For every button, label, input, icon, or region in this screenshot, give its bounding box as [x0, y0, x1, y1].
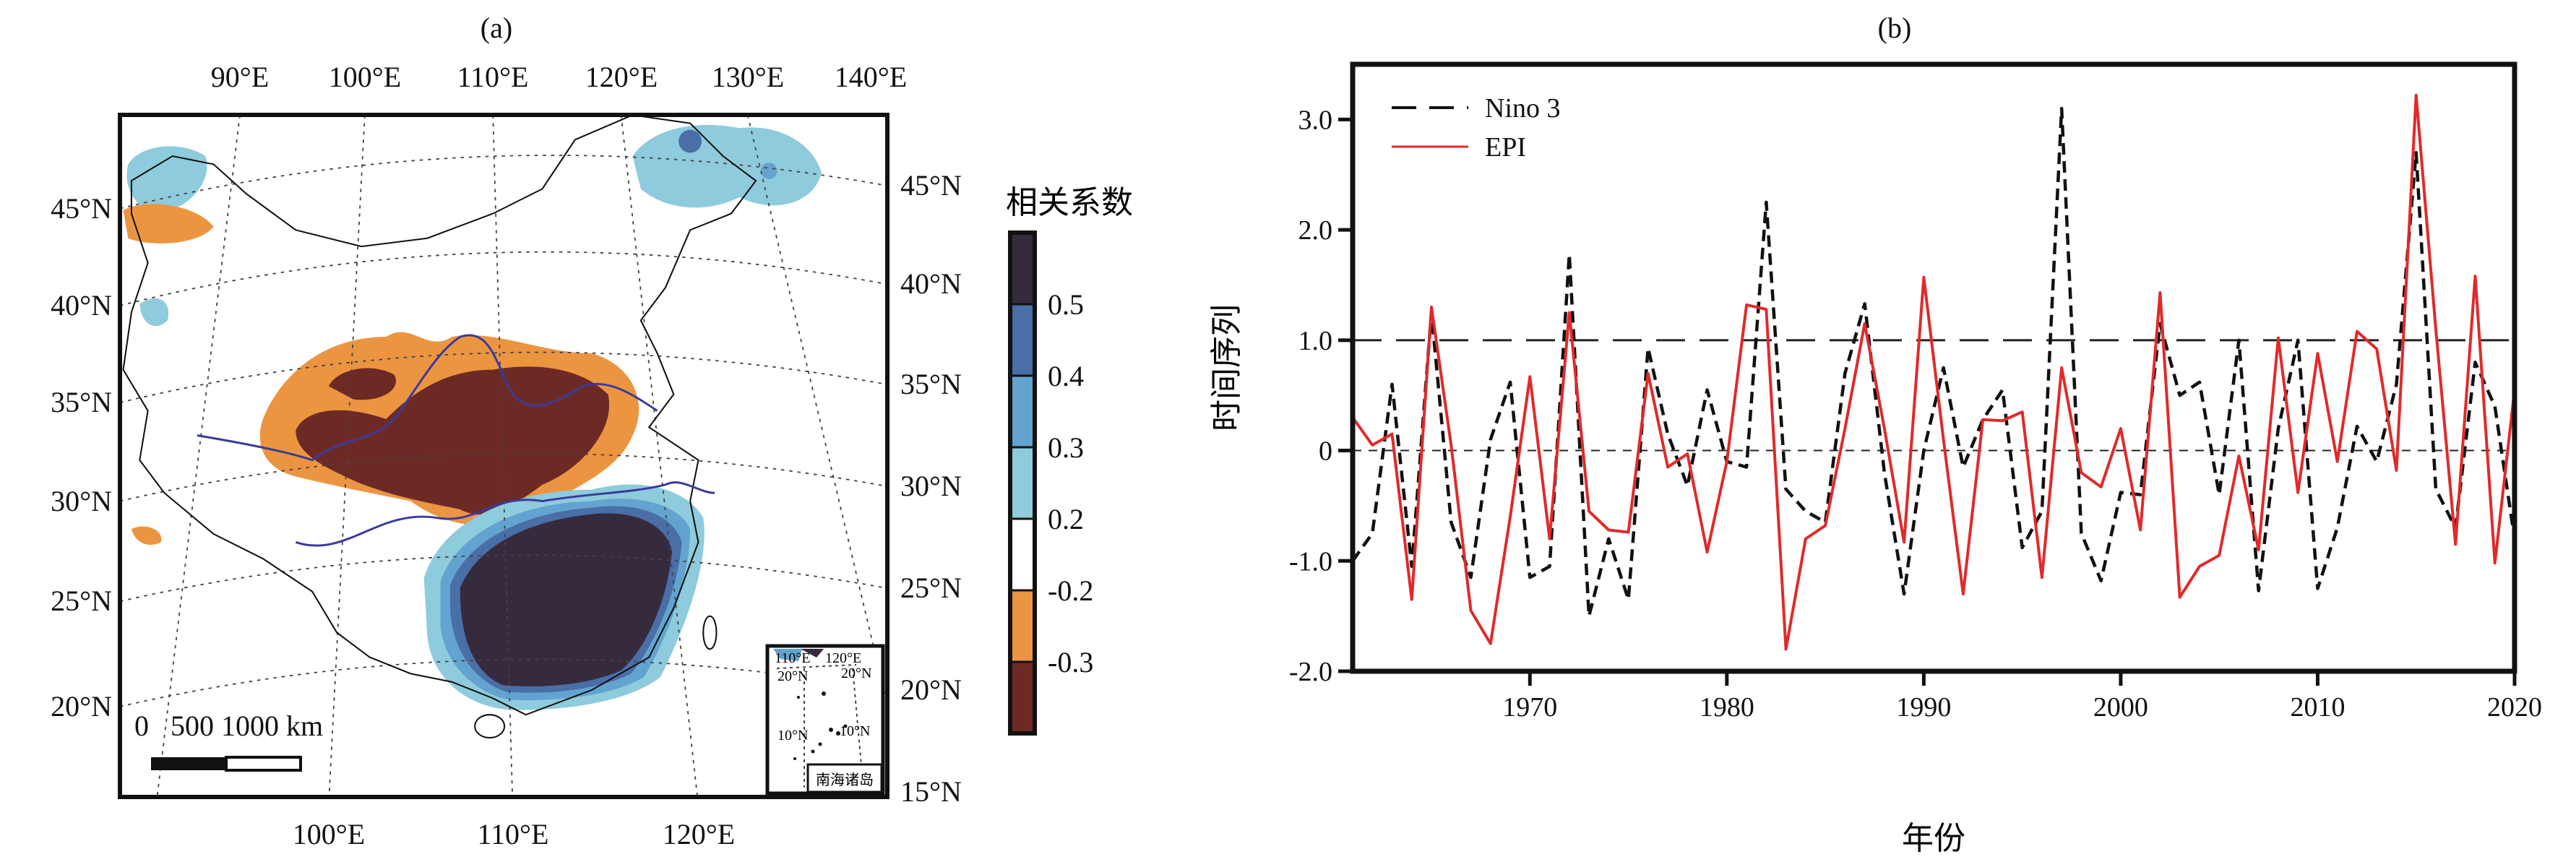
series-line-epi	[1351, 93, 2516, 651]
positive-spot-northeast	[679, 129, 702, 153]
colorbar-tick-label: 0.5	[1048, 288, 1084, 321]
lon-label: 100°E	[293, 818, 365, 850]
inset-lat-label: 10°N	[840, 723, 870, 739]
lon-label: 140°E	[835, 61, 907, 93]
legend-label-epi: EPI	[1485, 132, 1526, 163]
lat-label: 20°N	[51, 690, 112, 723]
yellow-river	[197, 334, 658, 462]
lon-label: 110°E	[478, 818, 549, 850]
colorbar-swatch	[1009, 446, 1036, 520]
y-tick-label: 2.0	[1298, 215, 1333, 246]
lat-label: 20°N	[900, 673, 962, 706]
lat-label: 45°N	[900, 169, 962, 202]
lon-label: 120°E	[663, 818, 735, 850]
lat-label: 15°N	[900, 775, 962, 808]
y-axis-label: 时间序列	[1208, 304, 1245, 431]
inset-lat-label: 20°N	[841, 665, 871, 681]
map-area	[120, 115, 887, 797]
colorbar: 相关系数 0.5 0.4 0.3 0.2 -0.2 -0.3	[1006, 184, 1133, 736]
inset-lat-label: 10°N	[777, 728, 808, 744]
inset-title: 南海诸岛	[816, 771, 874, 788]
inset-lon-label: 110°E	[775, 650, 810, 666]
lat-label: 25°N	[900, 572, 962, 604]
legend: Nino 3 EPI	[1392, 93, 1561, 163]
colorbar-tick-label: 0.4	[1048, 360, 1084, 392]
positive-region-west	[139, 298, 169, 327]
inset-lat-label: 20°N	[777, 668, 808, 684]
lon-label: 100°E	[329, 61, 401, 93]
top-longitude-labels: 90°E 100°E 110°E 120°E 130°E 140°E	[211, 61, 907, 93]
chart-panel: (b) 3.0 2.0 1.0 0 -1.0 -2.0 1970 1980 1990 2000 20…	[1208, 12, 2542, 857]
yangtze-river	[295, 481, 715, 547]
series-line-nino3	[1351, 106, 2517, 618]
lat-label: 40°N	[900, 267, 962, 300]
x-tick-label: 2000	[2093, 692, 2148, 723]
y-tick-label: -2.0	[1289, 657, 1332, 687]
negative-region-central-core	[296, 366, 610, 515]
colorbar-tick-label: 0.3	[1048, 431, 1084, 464]
plot-frame	[1350, 61, 2517, 674]
scale-bar: 0 500 1000 km	[134, 710, 323, 772]
lat-label: 30°N	[900, 470, 962, 502]
country-border	[122, 115, 757, 716]
colorbar-tick-label: 0.2	[1048, 503, 1084, 535]
colorbar-tick-label: -0.3	[1048, 646, 1093, 678]
x-tick-label: 1980	[1700, 692, 1754, 723]
legend-label-nino3: Nino 3	[1485, 93, 1561, 124]
x-tick-label: 1990	[1896, 692, 1951, 723]
lat-label: 25°N	[51, 585, 112, 617]
colorbar-swatch	[1009, 231, 1036, 306]
inset-lon-label: 120°E	[825, 650, 861, 666]
right-latitude-labels: 45°N 40°N 35°N 30°N 25°N 20°N 15°N	[900, 169, 962, 808]
hainan-island	[474, 714, 506, 739]
colorbar-swatch	[1009, 660, 1036, 735]
scale-bar-labels: 0 500 1000 km	[134, 710, 323, 742]
taiwan-island	[702, 615, 718, 650]
x-tick-label: 2010	[2290, 692, 2345, 723]
south-china-sea-inset: 110°E 120°E 20°N 20°N 10°N 10°N 南海诸岛	[765, 644, 885, 796]
chart-title: (b)	[1878, 12, 1912, 44]
map-panel: (a)	[51, 12, 1133, 850]
colorbar-swatch	[1009, 303, 1036, 377]
y-tick-label: -1.0	[1289, 546, 1332, 577]
lon-label: 130°E	[712, 61, 784, 93]
y-tick-label: 0	[1319, 436, 1332, 467]
lon-label: 90°E	[211, 61, 269, 93]
map-frame	[118, 113, 889, 799]
x-tick-label: 1970	[1502, 692, 1557, 723]
lat-label: 30°N	[51, 485, 112, 517]
x-tick-label: 2020	[2487, 692, 2542, 723]
lat-label: 35°N	[900, 368, 962, 400]
y-tick-label: 1.0	[1298, 326, 1333, 356]
positive-region-northwest	[126, 146, 207, 214]
x-axis-label: 年份	[1902, 820, 1965, 857]
lat-label: 45°N	[51, 192, 112, 225]
negative-region-northwest	[123, 204, 214, 243]
y-tick-label: 3.0	[1298, 105, 1333, 135]
correlation-field	[123, 124, 822, 710]
lon-label: 110°E	[457, 61, 529, 93]
lat-label: 40°N	[51, 289, 112, 322]
lat-label: 35°N	[51, 386, 112, 418]
bottom-longitude-labels: 100°E 110°E 120°E	[293, 818, 735, 850]
colorbar-swatch	[1009, 374, 1036, 449]
panel-a-label: (a)	[481, 12, 512, 44]
colorbar-swatch	[1009, 589, 1036, 663]
colorbar-title: 相关系数	[1006, 184, 1133, 221]
left-latitude-labels: 45°N 40°N 35°N 30°N 25°N 20°N	[51, 192, 112, 723]
lon-label: 120°E	[585, 61, 658, 93]
graticule	[120, 115, 887, 797]
colorbar-tick-label: -0.2	[1048, 574, 1093, 607]
colorbar-swatch	[1009, 517, 1036, 592]
